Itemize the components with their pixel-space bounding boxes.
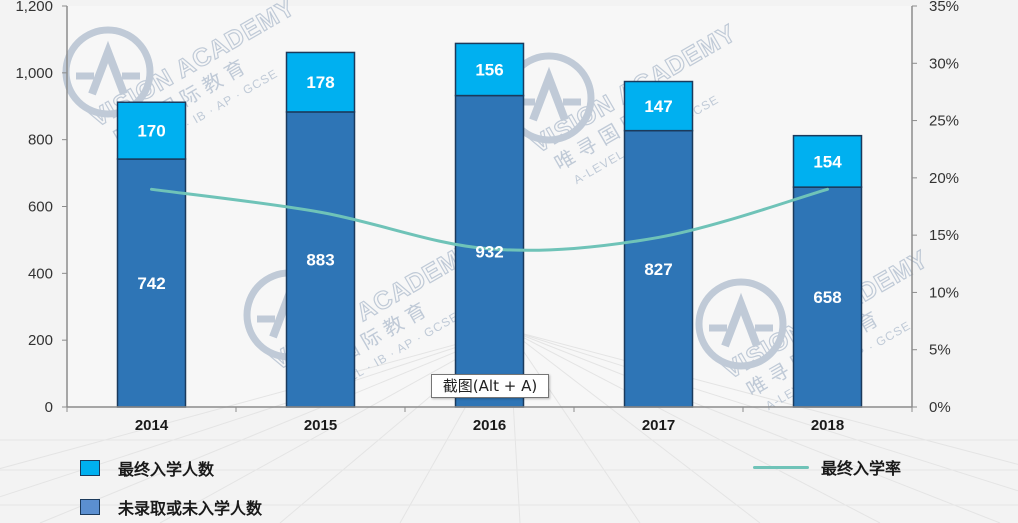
watermark-letter-a <box>88 40 128 96</box>
y-right-tick-label: 5% <box>929 342 951 359</box>
data-labels: 742 170 2014 883 178 2015 932 156 2016 827 147 2017… <box>135 60 844 434</box>
screenshot-tooltip: 截图(Alt + A) <box>431 374 549 398</box>
legend-swatch-enrolled <box>80 460 100 476</box>
axes: 0 200 400 600 800 1,000 1,200 0% 5% 10% 15% 20% 25% 3… <box>15 0 959 416</box>
bar-not-enrolled <box>285 111 356 408</box>
data-label-not-enrolled: 742 <box>137 274 165 293</box>
rate-line-path <box>150 187 829 252</box>
floor-line <box>508 329 641 523</box>
x-tick-label: 2015 <box>304 417 337 434</box>
y-right-tick-label: 30% <box>929 55 959 72</box>
legend-line-rate <box>753 465 809 469</box>
floor-line <box>0 329 510 470</box>
legend-label-enrolled: 最终入学人数 <box>118 460 215 479</box>
y-right-tick-label: 15% <box>929 227 959 244</box>
floor-line <box>508 329 761 523</box>
x-tick-label: 2018 <box>811 417 844 434</box>
y-right-tick-label: 25% <box>929 113 959 130</box>
y-left-tick-label: 0 <box>45 399 53 416</box>
bar-enrolled <box>792 134 863 188</box>
data-label-enrolled: 170 <box>137 122 165 141</box>
data-label-not-enrolled: 658 <box>813 288 841 307</box>
legend-label-rate: 最终入学率 <box>821 459 902 478</box>
y-right-tick-label: 10% <box>929 284 959 301</box>
data-label-enrolled: 154 <box>813 152 842 171</box>
y-right-tick-label: 20% <box>929 170 959 187</box>
legend-swatch-not-enrolled <box>80 499 100 515</box>
data-label-not-enrolled: 883 <box>306 250 334 269</box>
y-left-tick-label: 600 <box>28 199 53 216</box>
y-left-tick-label: 200 <box>28 332 53 349</box>
y-right-tick-label: 0% <box>929 399 951 416</box>
bars <box>116 42 863 408</box>
bar-not-enrolled <box>116 158 187 408</box>
watermark-letter-a <box>529 66 569 122</box>
bar-enrolled <box>623 80 694 132</box>
bar-enrolled <box>454 42 525 97</box>
data-label-enrolled: 178 <box>306 73 334 92</box>
floor-line <box>508 329 881 523</box>
watermark-ring <box>695 278 787 370</box>
legend-item-enrolled: 最终入学人数 <box>80 456 214 480</box>
data-label-enrolled: 147 <box>644 97 672 116</box>
floor-line <box>39 329 510 523</box>
floor-line <box>508 329 1001 523</box>
floor-line <box>159 329 510 523</box>
y-left-tick-label: 1,000 <box>15 65 53 82</box>
bar-enrolled <box>116 101 187 160</box>
legend-label-not-enrolled: 未录取或未入学人数 <box>118 499 263 518</box>
y-right-tick-label: 35% <box>929 0 959 15</box>
bar-enrolled <box>285 51 356 113</box>
x-tick-label: 2016 <box>473 417 506 434</box>
rate-line <box>150 187 829 252</box>
bar-not-enrolled <box>792 186 863 408</box>
y-left-tick-label: 400 <box>28 265 53 282</box>
legend-item-rate: 最终入学率 <box>753 455 901 479</box>
watermark-letter-a <box>721 292 761 348</box>
legend-item-not-enrolled: 未录取或未入学人数 <box>80 495 262 519</box>
floor-line <box>508 329 1018 492</box>
data-label-not-enrolled: 827 <box>644 260 672 279</box>
x-tick-label: 2014 <box>135 417 169 434</box>
y-left-tick-label: 1,200 <box>15 0 53 15</box>
watermark-ring <box>62 26 154 118</box>
data-label-not-enrolled: 932 <box>475 242 503 261</box>
floor-line <box>0 329 510 498</box>
y-left-tick-label: 800 <box>28 132 53 149</box>
data-label-enrolled: 156 <box>475 60 503 79</box>
x-tick-label: 2017 <box>642 417 675 434</box>
